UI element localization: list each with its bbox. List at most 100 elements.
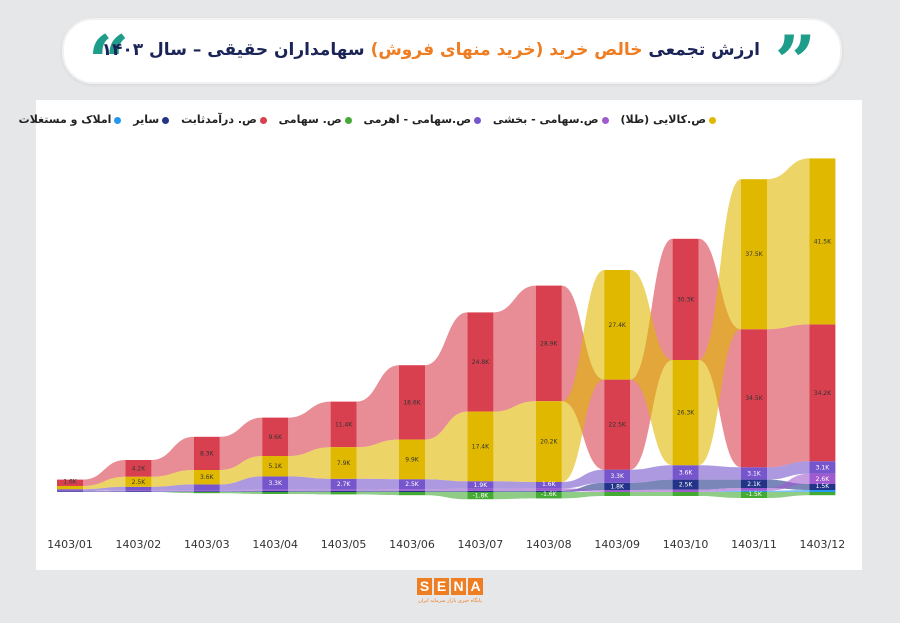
legend-item-realestate: املاک و مستغلات bbox=[19, 113, 122, 126]
bar-commodity-1403/11 bbox=[741, 179, 767, 330]
ribbon-commodity bbox=[698, 179, 741, 466]
ribbon-sector bbox=[630, 489, 673, 492]
title-banner: “ ” ارزش تجمعی خالص خرید (خرید منهای فرو… bbox=[62, 18, 842, 98]
data-label-income: 34.2K bbox=[814, 390, 832, 397]
bar-equity-1403/06 bbox=[399, 492, 425, 496]
bar-other-1403/09 bbox=[604, 482, 631, 490]
legend-item-income: ص. درآمدثابت bbox=[181, 113, 267, 126]
data-label-commodity: 2.5K bbox=[132, 479, 147, 486]
bar-realestate-1403/11 bbox=[741, 490, 767, 492]
legend-dot-icon bbox=[709, 116, 716, 124]
bar-equity-1403/11 bbox=[741, 492, 767, 498]
ribbon-equity bbox=[425, 492, 468, 500]
legend-dot-icon bbox=[162, 116, 170, 124]
legend-label: ص.کالایی (طلا) bbox=[620, 113, 706, 126]
data-label-equity: -1.6K bbox=[541, 491, 558, 498]
bar-income-1403/12 bbox=[809, 324, 836, 462]
data-label-other: 2.1K bbox=[747, 481, 762, 488]
bar-sector-1403/12 bbox=[809, 473, 836, 484]
bar-income-1403/09 bbox=[604, 379, 631, 470]
bar-commodity-1403/05 bbox=[330, 447, 357, 479]
title-part-2: سهامداران حقیقی – سال ۱۴۰۳ bbox=[101, 40, 365, 60]
bar-equity-1403/08 bbox=[535, 492, 562, 499]
bar-commodity-1403/09 bbox=[604, 270, 631, 380]
bar-sector-1403/05 bbox=[330, 489, 357, 491]
data-label-layer: -1.8K -1.6K -1.5K 1.8K 2.5K 2.1K 1.5K2.6K 3.3K 2… bbox=[63, 238, 832, 499]
bar-income-1403/05 bbox=[330, 401, 357, 448]
data-label-income: 24.8K bbox=[472, 359, 490, 366]
bar-income-1403/08 bbox=[535, 285, 562, 402]
ribbon-equity bbox=[356, 492, 399, 496]
legend-dot-icon bbox=[601, 116, 609, 124]
bar-income-1403/06 bbox=[399, 365, 425, 440]
ribbon-commodity bbox=[493, 401, 536, 482]
bar-sector-1403/08 bbox=[535, 488, 562, 491]
ribbon-commodity bbox=[356, 439, 399, 480]
bar-commodity-1403/07 bbox=[467, 411, 494, 482]
legend-label: سایر bbox=[133, 113, 160, 126]
data-label-income: 8.3K bbox=[200, 450, 215, 457]
data-label-leveraged: 3.3K bbox=[610, 473, 625, 480]
data-label-commodity: 41.5K bbox=[814, 238, 832, 245]
legend-item-leveraged: ص.سهامی - اهرمی bbox=[363, 113, 482, 126]
ribbon-commodity bbox=[425, 411, 468, 482]
ribbon-sector bbox=[767, 473, 810, 491]
bar-leveraged-1403/12 bbox=[809, 461, 836, 474]
logo-letter: S bbox=[417, 578, 432, 595]
ribbon-other bbox=[561, 482, 605, 492]
bar-other-1403/08 bbox=[535, 490, 562, 492]
ribbon-income bbox=[493, 285, 536, 412]
ribbon-commodity bbox=[219, 456, 263, 485]
data-label-equity: -1.8K bbox=[473, 493, 490, 500]
chart-legend: ص.کالایی (طلا) ص.سهامی - بخشی ص.سهامی - … bbox=[19, 113, 720, 126]
data-label-leveraged: 3.6K bbox=[679, 469, 694, 476]
ribbon-other bbox=[493, 490, 536, 492]
legend-label: ص. درآمدثابت bbox=[181, 113, 257, 126]
ribbon-equity bbox=[767, 492, 810, 498]
ribbon-income bbox=[356, 365, 399, 448]
ribbon-leveraged bbox=[698, 465, 741, 480]
logo-letters: S E N A bbox=[410, 578, 490, 595]
ribbon-sector bbox=[425, 488, 468, 491]
data-label-leveraged: 1.9K bbox=[474, 482, 489, 489]
bar-sector-1403/06 bbox=[399, 489, 425, 491]
ribbon-commodity bbox=[767, 158, 810, 330]
data-label-commodity: 5.1K bbox=[268, 463, 283, 470]
title-paren: (خرید منهای فروش) bbox=[370, 40, 544, 60]
bar-equity-1403/12 bbox=[809, 492, 836, 496]
legend-item-commodity: ص.کالایی (طلا) bbox=[620, 113, 716, 126]
ribbon-other bbox=[151, 491, 194, 492]
data-label-other: 1.5K bbox=[816, 483, 831, 490]
bar-income-1403/10 bbox=[672, 238, 699, 360]
ribbon-commodity bbox=[83, 476, 126, 490]
logo-letter: N bbox=[451, 578, 466, 595]
bar-other-1403/12 bbox=[809, 484, 836, 490]
data-label-other: 2.5K bbox=[679, 482, 694, 489]
bar-equity-1403/07 bbox=[467, 492, 494, 500]
title-highlight: خالص خرید bbox=[549, 40, 643, 60]
bar-leveraged-1403/10 bbox=[672, 465, 699, 480]
ribbon-layer bbox=[83, 158, 810, 500]
ribbon-equity bbox=[630, 492, 673, 496]
legend-item-equity: ص. سهامی bbox=[279, 113, 352, 126]
ribbon-sector bbox=[288, 489, 331, 491]
ribbon-equity bbox=[493, 492, 536, 500]
bar-other-1403/01 bbox=[57, 490, 83, 492]
ribbon-leveraged bbox=[425, 479, 468, 490]
x-tick-label: 1403/06 bbox=[389, 538, 435, 551]
data-label-leveraged: 2.7K bbox=[337, 481, 352, 488]
logo-letter: A bbox=[468, 578, 483, 595]
bar-commodity-1403/04 bbox=[262, 456, 289, 477]
bar-leveraged-1403/11 bbox=[741, 467, 767, 480]
ribbon-income bbox=[83, 460, 126, 486]
legend-item-other: سایر bbox=[133, 113, 170, 126]
data-label-commodity: 27.4K bbox=[609, 322, 627, 329]
x-tick-label: 1403/03 bbox=[184, 538, 230, 551]
legend-dot-icon bbox=[259, 116, 267, 124]
data-label-equity: -1.5K bbox=[746, 491, 763, 498]
data-label-sector: 2.6K bbox=[816, 476, 831, 483]
bar-commodity-1403/03 bbox=[193, 470, 220, 485]
data-label-commodity: 7.9K bbox=[337, 460, 352, 467]
data-label-income: 11.4K bbox=[335, 421, 353, 428]
